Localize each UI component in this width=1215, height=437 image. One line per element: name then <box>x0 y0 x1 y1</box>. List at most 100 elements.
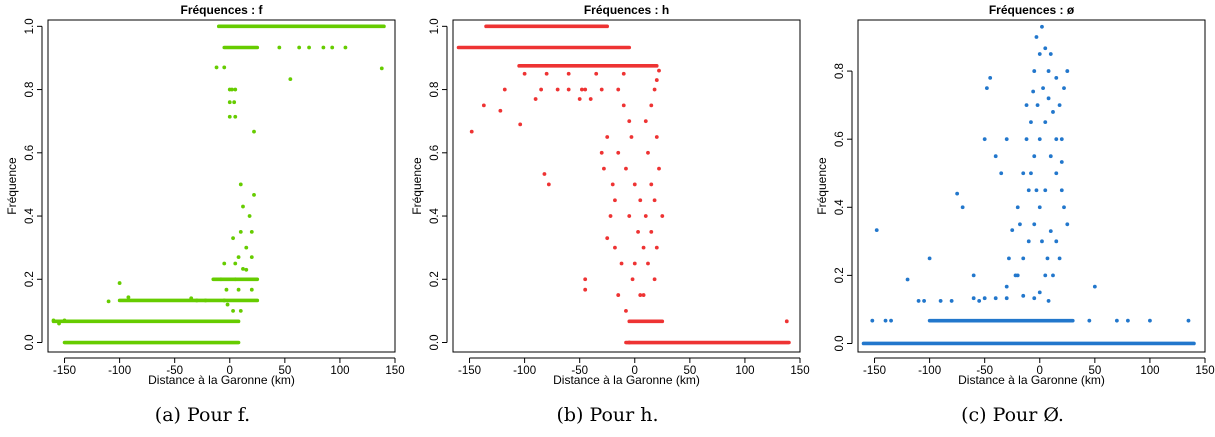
chart-1-ytick-label-4: 0.8 <box>429 82 441 98</box>
chart-0-xtick-label-0: -150 <box>53 365 76 377</box>
chart-1-point-60 <box>652 277 657 282</box>
chart-1-point-16 <box>566 71 571 76</box>
chart-2-point-85 <box>1186 318 1191 323</box>
chart-2-point-77 <box>1018 222 1022 227</box>
chart-0-ytick-label-5: 1.0 <box>24 18 36 34</box>
chart-1-point-12 <box>577 97 582 101</box>
chart-1-ytick-label-2: 0.4 <box>429 207 441 224</box>
chart-0-point-36 <box>236 255 241 260</box>
chart-1-point-6 <box>555 87 560 92</box>
chart-2-xtick-label-5: 100 <box>1140 365 1159 377</box>
chart-2-point-75 <box>1040 239 1044 244</box>
chart-2-point-16 <box>993 154 998 159</box>
chart-2-xlabel: Distance à la Garonne (km) <box>958 373 1105 387</box>
chart-2-point-0 <box>874 228 879 232</box>
chart-2-point-43 <box>1037 52 1042 56</box>
chart-0-point-7 <box>51 318 56 323</box>
chart-1-point-17 <box>594 71 599 76</box>
chart-2-point-55 <box>1065 222 1070 227</box>
chart-1-point-31 <box>605 236 610 241</box>
chart-1-point-38 <box>629 135 634 139</box>
chart-1-point-8 <box>583 87 588 92</box>
chart-1-xlabel: Distance à la Garonne (km) <box>553 373 700 387</box>
chart-2-point-42 <box>1032 69 1037 73</box>
chart-1-point-35 <box>616 293 621 297</box>
chart-1-point-33 <box>621 103 626 108</box>
chart-2-point-78 <box>1013 273 1018 278</box>
chart-1-point-40 <box>632 182 637 187</box>
chart-2-title: Fréquences : ø <box>989 3 1075 17</box>
chart-2-point-51 <box>1065 69 1070 73</box>
chart-2-point-46 <box>1040 24 1044 29</box>
chart-0-point-21 <box>277 45 282 50</box>
chart-2-point-54 <box>1062 205 1066 210</box>
chart-2-xtick-label-2: -50 <box>976 365 993 377</box>
chart-2-point-65 <box>1004 296 1009 301</box>
chart-2-point-7 <box>938 299 943 303</box>
chart-0-point-2 <box>126 295 131 300</box>
chart-1-point-11 <box>533 97 538 101</box>
chart-2-point-12 <box>977 299 982 303</box>
chart-0-point-11 <box>222 65 227 70</box>
chart-2-point-8 <box>949 299 954 303</box>
chart-0-point-1 <box>117 281 122 285</box>
caption-oslash: (c) Pour Ø. <box>961 404 1064 426</box>
chart-0-point-34 <box>231 236 235 241</box>
chart-0-point-32 <box>238 229 243 234</box>
chart-2-point-11 <box>971 273 976 278</box>
chart-2-point-62 <box>1032 296 1037 301</box>
chart-1-point-22 <box>583 277 588 282</box>
chart-2-points <box>870 24 1191 323</box>
chart-1-point-27 <box>610 182 615 187</box>
chart-0-point-8 <box>57 321 61 326</box>
chart-1-point-4 <box>502 87 507 92</box>
chart-1-frame <box>452 19 801 353</box>
chart-1-point-61 <box>641 293 646 297</box>
chart-1-point-66 <box>784 319 789 324</box>
chart-2-bands <box>861 318 1196 346</box>
chart-1-point-50 <box>652 87 657 92</box>
chart-0-point-31 <box>247 214 252 218</box>
chart-1-point-10 <box>616 87 621 92</box>
chart-2-point-19 <box>982 296 987 301</box>
chart-2-point-66 <box>971 296 976 301</box>
chart-1-point-54 <box>652 198 657 203</box>
chart-2-point-64 <box>1021 293 1026 298</box>
chart-2-point-17 <box>999 171 1004 176</box>
chart-0-point-15 <box>227 100 232 105</box>
chart-1-point-3 <box>518 122 523 127</box>
chart-2-point-86 <box>889 318 893 323</box>
chart-2-point-83 <box>1031 89 1036 94</box>
chart-1-point-34 <box>619 261 624 266</box>
chart-1-point-19 <box>542 172 547 176</box>
chart-0-point-22 <box>297 45 302 50</box>
chart-1-point-45 <box>632 261 637 266</box>
chart-1-point-65 <box>627 340 632 345</box>
chart-0-point-0 <box>106 299 111 304</box>
chart-0-point-45 <box>249 287 254 292</box>
chart-0-point-23 <box>321 45 326 50</box>
chart-0-point-46 <box>224 287 229 292</box>
chart-1-point-47 <box>638 293 643 297</box>
chart-2-point-79 <box>1007 256 1011 261</box>
chart-1-point-36 <box>624 308 628 313</box>
chart-1-point-7 <box>566 87 571 92</box>
chart-2-point-5 <box>916 299 921 303</box>
chart-2-point-31 <box>1021 171 1026 176</box>
chart-2-point-29 <box>1015 205 1020 210</box>
chart-0-ylabel: Fréquence <box>5 157 19 215</box>
scatter-chart-f: Fréquences : f -150 -100 -50 0 50 100 150 0.0 0.2… <box>5 3 405 387</box>
chart-1-ytick-label-1: 0.2 <box>429 271 441 287</box>
chart-0-point-37 <box>249 255 254 260</box>
chart-2-point-27 <box>1043 188 1048 193</box>
chart-1-point-18 <box>621 71 626 76</box>
chart-1-title: Fréquences : h <box>584 3 669 17</box>
chart-2-point-2 <box>905 277 910 282</box>
chart-2-point-23 <box>1021 256 1026 261</box>
chart-2-point-25 <box>1032 222 1037 227</box>
chart-2-point-60 <box>1043 273 1048 278</box>
chart-0-point-5 <box>203 298 208 303</box>
chart-0-points <box>51 45 384 326</box>
chart-2-xtick-label-3: 0 <box>1037 365 1043 377</box>
chart-1-xtick-label-6: 150 <box>790 365 809 377</box>
